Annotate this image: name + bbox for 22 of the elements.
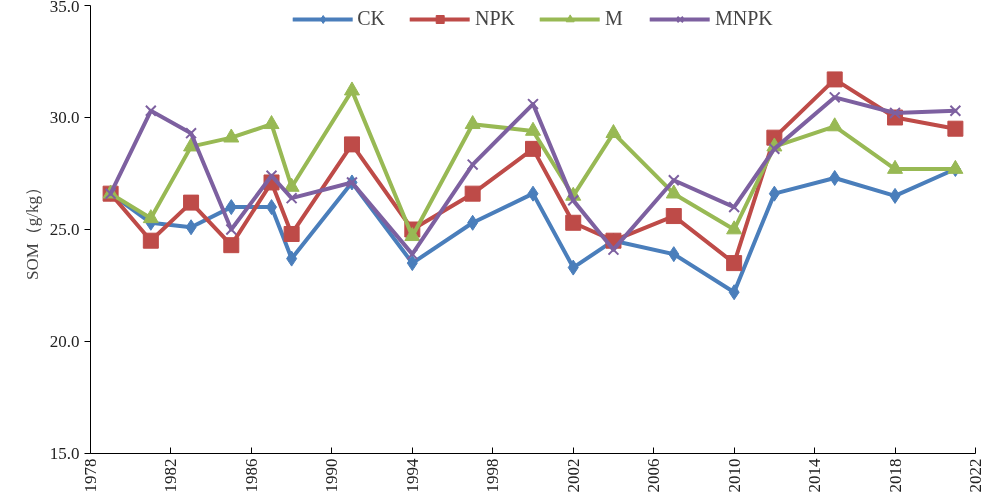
x-tick-label: 2006	[644, 458, 664, 493]
legend-label: CK	[357, 7, 385, 30]
x-tick-label: 2010	[724, 458, 744, 493]
x-tick-label: 1998	[483, 458, 503, 493]
y-axis-title: SOM（g/kg）	[22, 178, 42, 281]
x-tick-label: 2002	[563, 458, 583, 493]
legend-label: MNPK	[715, 7, 773, 30]
x-tick-label: 2018	[885, 458, 905, 493]
x-tick-label: 1978	[81, 458, 100, 493]
legend-label: NPK	[474, 7, 516, 30]
x-tick-label: 1982	[161, 458, 181, 493]
x-tick-label: 1990	[322, 458, 342, 493]
x-tick-label: 1994	[402, 458, 422, 493]
y-tick-label: 15.0	[49, 444, 80, 463]
x-tick-label: 2022	[966, 458, 985, 493]
x-tick-label: 2014	[805, 458, 825, 493]
x-tick-label: 1986	[241, 458, 261, 493]
legend-label: M	[605, 7, 624, 30]
y-tick-label: 20.0	[49, 332, 80, 351]
y-tick-label: 35.0	[49, 0, 80, 16]
y-tick-label: 30.0	[49, 108, 80, 127]
y-tick-label: 25.0	[49, 220, 80, 239]
